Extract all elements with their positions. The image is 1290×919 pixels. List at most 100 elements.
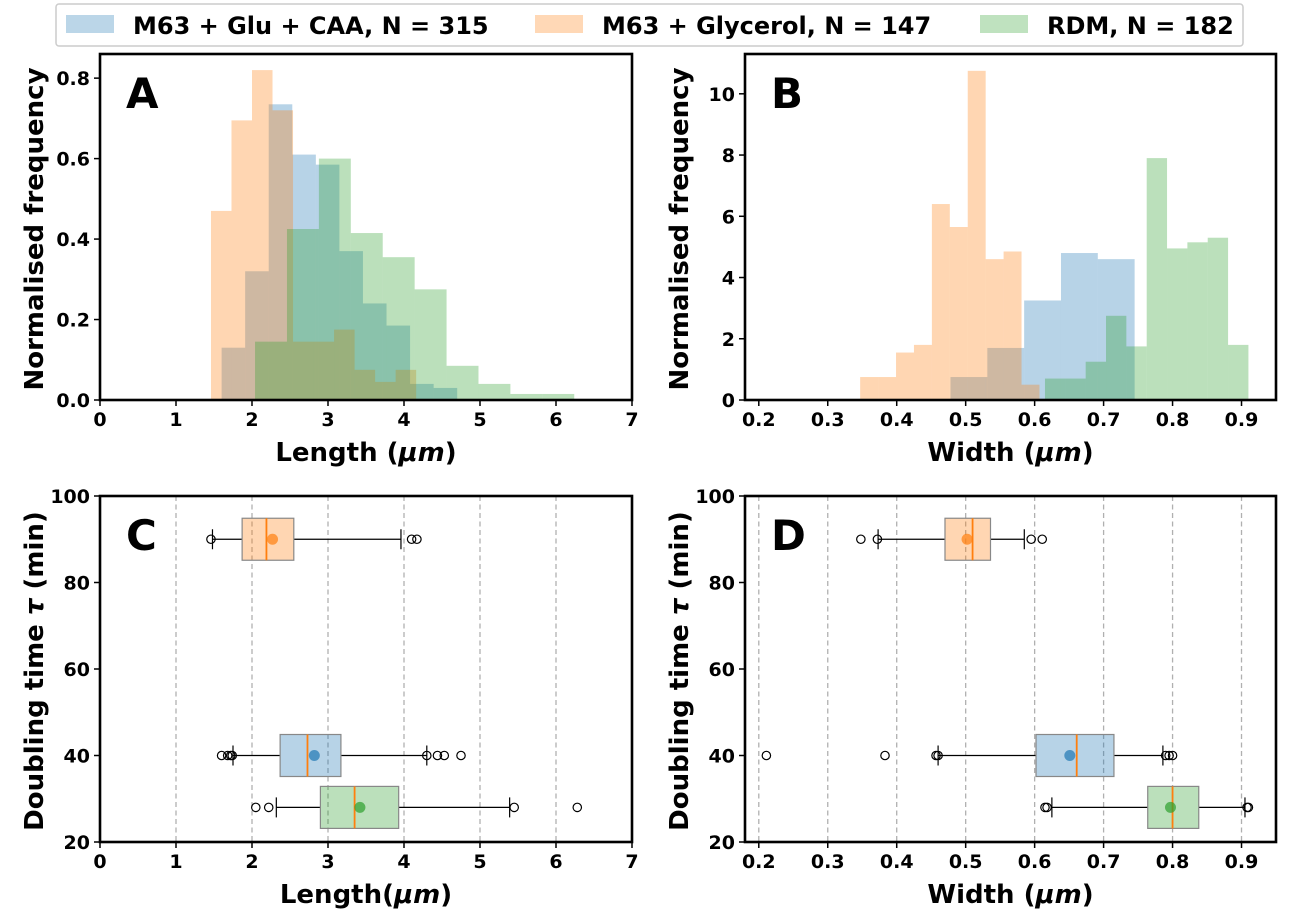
- y-tick-label: 0.0: [56, 390, 90, 412]
- box-outlier: [1042, 802, 1052, 813]
- x-tick-label: 6: [549, 851, 562, 873]
- histogram-bar: [510, 393, 543, 400]
- box-plot: [206, 517, 422, 561]
- histogram-series: [210, 70, 417, 401]
- box-outlier: [1160, 750, 1171, 761]
- histogram-bar: [375, 381, 396, 400]
- box-outlier: [880, 750, 890, 761]
- y-axis-label: Normalised frequency: [20, 67, 50, 390]
- y-axis-label: Doubling time τ (min): [665, 511, 695, 831]
- histogram-bar: [967, 70, 986, 401]
- histogram-bar: [1065, 378, 1086, 400]
- histogram-bar: [987, 347, 1025, 400]
- histogram-bar: [1021, 384, 1040, 400]
- histogram-bar: [292, 154, 316, 400]
- histogram-bar: [255, 341, 287, 400]
- panel-a: 0 1 2 3 4 5 6 7 0.0 0.2 0.4 0.6 0.8 Length (μm) Normal…: [20, 52, 639, 468]
- panel-d: 0.2 0.3 0.4 0.5 0.6 0.7 0.8 0.9 20 40 60 80 100 Width…: [665, 486, 1278, 910]
- panel-letter: B: [771, 69, 803, 118]
- legend-swatch: [66, 15, 114, 33]
- y-tick-label: 100: [50, 486, 90, 508]
- y-tick-label: 2: [722, 329, 735, 351]
- y-tick-label: 20: [709, 832, 735, 854]
- box-mean: [267, 533, 279, 545]
- histogram-bar: [334, 329, 355, 400]
- histogram-bar: [268, 104, 293, 400]
- y-tick-label: 0.8: [56, 68, 90, 90]
- histogram-bar: [221, 347, 246, 400]
- legend-swatch: [980, 15, 1028, 33]
- box-mean: [961, 533, 973, 545]
- x-tick-label: 0.7: [1087, 851, 1121, 873]
- histogram-bar: [293, 341, 314, 400]
- histogram-bar: [950, 377, 988, 400]
- box-outlier: [222, 750, 233, 761]
- y-tick-label: 80: [64, 573, 90, 595]
- box-mean: [354, 801, 366, 813]
- box-outlier: [251, 802, 261, 813]
- x-tick-label: 0.2: [742, 851, 776, 873]
- histogram-bar: [252, 70, 273, 401]
- histogram-bar: [414, 289, 447, 400]
- histogram-bar: [1167, 248, 1188, 400]
- box-outlier: [509, 802, 519, 813]
- histogram-bar: [878, 377, 897, 400]
- x-tick-label: 3: [321, 851, 334, 873]
- box-plot: [216, 733, 466, 778]
- y-tick-label: 60: [64, 659, 90, 681]
- box-outlier: [412, 534, 422, 545]
- x-tick-label: 0: [93, 851, 106, 873]
- y-tick-label: 100: [695, 486, 735, 508]
- x-tick-label: 0.9: [1225, 409, 1259, 431]
- x-tick-label: 0.3: [811, 851, 845, 873]
- y-tick-label: 0.6: [56, 149, 90, 171]
- x-tick-label: 1: [169, 851, 182, 873]
- y-tick-label: 60: [709, 659, 735, 681]
- y-axis-label: Doubling time τ (min): [20, 511, 50, 831]
- x-tick-label: 2: [245, 409, 258, 431]
- histogram-bar: [446, 365, 479, 400]
- panel-letter: A: [126, 69, 159, 118]
- x-tick-label: 0.8: [1156, 409, 1190, 431]
- box-outlier: [856, 534, 866, 545]
- x-tick-label: 4: [397, 409, 410, 431]
- legend-entry-label: M63 + Glycerol, N = 147: [602, 12, 931, 40]
- histogram-bar: [315, 164, 340, 400]
- box-outlier: [1167, 750, 1178, 761]
- box-outlier: [216, 750, 227, 761]
- x-tick-label: 0.4: [880, 409, 914, 431]
- x-tick-label: 0.4: [880, 851, 914, 873]
- histogram-bar: [478, 383, 511, 400]
- histogram-bar: [318, 158, 351, 400]
- y-tick-label: 10: [709, 84, 735, 106]
- x-tick-label: 0.6: [1018, 409, 1052, 431]
- box-outlier: [572, 802, 583, 813]
- histogram-bar: [931, 204, 950, 400]
- histogram-bar: [1097, 259, 1135, 400]
- x-tick-label: 0.3: [811, 409, 845, 431]
- x-tick-label: 7: [625, 409, 638, 431]
- x-tick-label: 7: [625, 851, 638, 873]
- histogram-bar: [1085, 361, 1107, 400]
- box-outlier: [933, 750, 943, 761]
- histogram-bar: [913, 344, 932, 400]
- box-outlier: [872, 534, 883, 545]
- x-tick-label: 0.2: [742, 409, 776, 431]
- y-tick-label: 40: [709, 746, 735, 768]
- histogram-bar: [896, 352, 914, 400]
- box-mean: [1164, 801, 1176, 813]
- legend-frame: [55, 3, 1244, 47]
- box-outlier: [227, 750, 238, 761]
- axes-frame: [98, 52, 634, 402]
- box-outlier: [432, 750, 443, 761]
- box-plot: [761, 733, 1178, 778]
- panel-c: 0 1 2 3 4 5 6 7 20 40 60 80 100 Length(μm) Doubling ti…: [20, 486, 639, 910]
- box-outlier: [421, 750, 432, 761]
- histogram-bar: [354, 369, 376, 400]
- box-outlier: [1243, 802, 1254, 813]
- histogram-bar: [210, 210, 232, 400]
- histogram-bar: [362, 303, 387, 400]
- box-outlier: [1037, 534, 1048, 545]
- x-tick-label: 0.9: [1225, 851, 1259, 873]
- x-tick-label: 1: [169, 409, 182, 431]
